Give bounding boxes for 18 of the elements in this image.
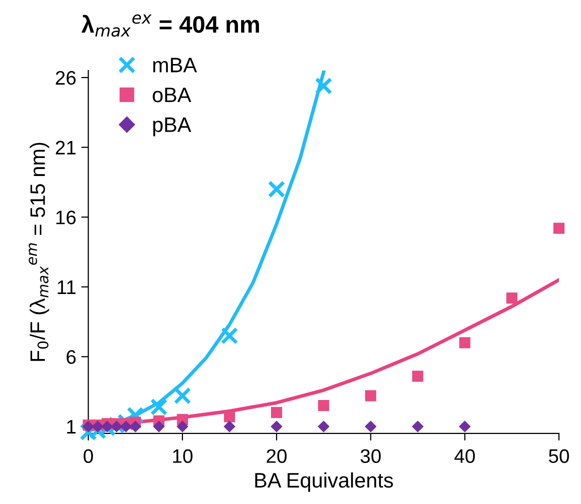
x-axis-title: BA Equivalents: [255, 472, 393, 492]
x-tick-label: 50: [548, 449, 569, 463]
legend-label: pBA: [153, 118, 192, 136]
y-axis-title: F$_{0}$/F (λ$_{max}$$^{em}$ = 515 nm): [28, 142, 50, 361]
x-tick-label: 20: [266, 449, 287, 463]
x-tick-label: 10: [173, 449, 192, 463]
x-tick-label: 0: [84, 449, 93, 463]
y-tick-label: 26: [56, 71, 76, 85]
y-tick-label: 1: [67, 420, 76, 434]
y-tick-label: 16: [56, 210, 76, 224]
legend-label: mBA: [153, 58, 197, 72]
x-tick-label: 40: [454, 449, 475, 463]
y-tick-label: 6: [66, 350, 76, 364]
y-tick-label: 21: [56, 140, 76, 154]
legend-label: oBA: [152, 88, 192, 102]
chart-title: λ$_{max}$$^{ex}$ = 404 nm: [81, 14, 259, 37]
x-tick-label: 30: [360, 449, 381, 463]
y-tick-label: 11: [58, 280, 76, 294]
